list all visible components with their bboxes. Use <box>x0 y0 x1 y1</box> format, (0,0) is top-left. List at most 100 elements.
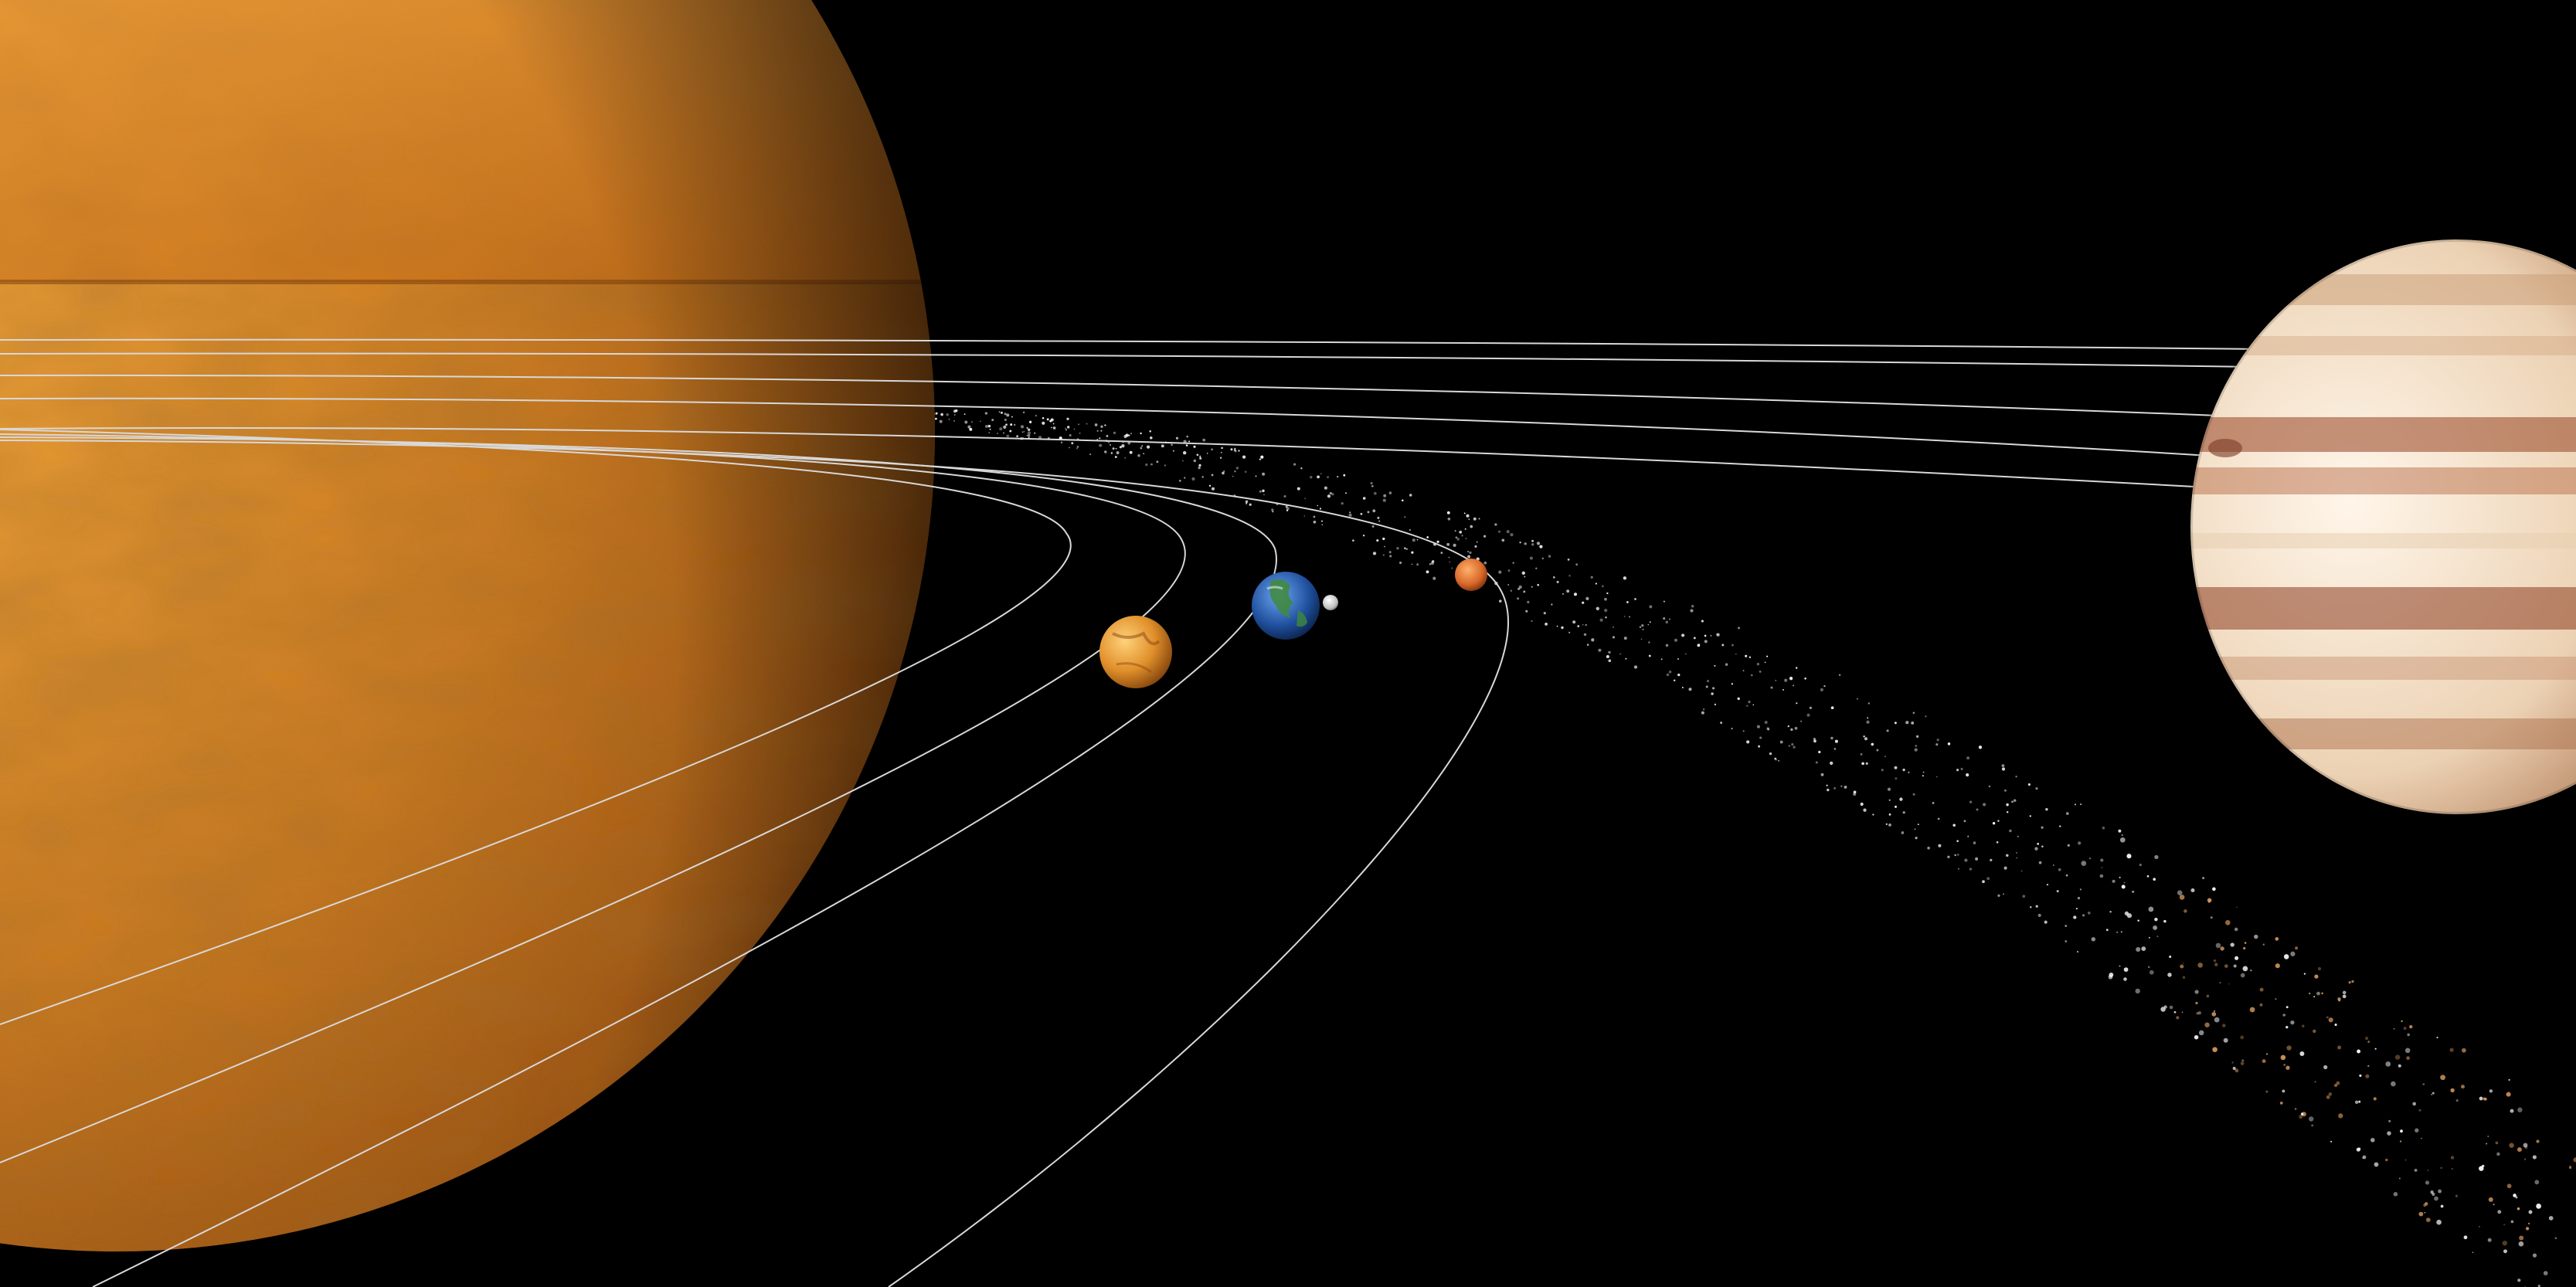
asteroid-dot <box>2206 994 2210 998</box>
asteroid-dot <box>1076 446 1079 448</box>
asteroid-dot <box>1376 539 1379 542</box>
asteroid-dot <box>1411 551 1414 554</box>
asteroid-dot <box>2214 963 2218 966</box>
asteroid-dot <box>2506 1183 2512 1189</box>
asteroid-dot <box>2432 1092 2435 1095</box>
asteroid-dot <box>1935 776 1938 778</box>
asteroid-dot <box>1608 659 1612 663</box>
asteroid-dot <box>2214 1010 2216 1012</box>
asteroid-dot <box>2215 942 2221 949</box>
asteroid-dot <box>1649 605 1653 609</box>
asteroid-dot <box>1774 757 1776 760</box>
asteroid-dot <box>2102 827 2105 830</box>
asteroid-dot <box>1596 606 1599 610</box>
asteroid-dot <box>1914 748 1918 752</box>
asteroid-dot <box>1096 430 1099 432</box>
asteroid-dot <box>2234 1068 2239 1073</box>
asteroid-dot <box>2065 812 2069 815</box>
asteroid-dot <box>2176 1016 2180 1020</box>
asteroid-dot <box>2450 1156 2455 1160</box>
asteroid-dot <box>2506 1092 2511 1097</box>
asteroid-dot <box>1912 793 1915 796</box>
asteroid-dot <box>2212 1047 2217 1052</box>
asteroid-dot <box>2173 1010 2177 1014</box>
asteroid-dot <box>2523 1143 2528 1148</box>
asteroid-dot <box>2337 1045 2342 1050</box>
asteroid-dot <box>1073 428 1076 430</box>
asteroid-dot <box>953 409 957 413</box>
asteroid-dot <box>2135 988 2140 994</box>
asteroid-dot <box>2195 1001 2198 1005</box>
asteroid-dot <box>2208 902 2210 903</box>
asteroid-dot <box>1677 657 1680 660</box>
asteroid-dot <box>1259 458 1262 460</box>
orbit-line <box>0 426 2195 487</box>
asteroid-dot <box>1986 877 1990 881</box>
asteroid-dot <box>2412 1102 2417 1106</box>
asteroid-dot <box>1467 551 1469 552</box>
asteroid-dot <box>2515 1196 2518 1199</box>
asteroid-dot <box>1625 657 1627 660</box>
asteroid-dot <box>2348 981 2351 984</box>
asteroid-dot <box>1245 500 1249 504</box>
asteroid-dot <box>1551 603 1553 606</box>
asteroid-dot <box>1737 627 1741 630</box>
asteroid-dot <box>2415 1128 2419 1132</box>
asteroid-dot <box>1003 432 1004 434</box>
asteroid-dot <box>1470 525 1473 528</box>
asteroid-dot <box>2385 1061 2391 1067</box>
asteroid-dot <box>1467 555 1471 559</box>
asteroid-dot <box>1124 457 1127 459</box>
asteroid-dot <box>1186 435 1189 438</box>
asteroid-dot <box>1704 634 1707 637</box>
asteroid-dot <box>2393 1192 2398 1197</box>
asteroid-dot <box>953 414 956 416</box>
asteroid-dot <box>1129 450 1133 454</box>
asteroid-dot <box>1642 629 1644 630</box>
asteroid-dot <box>1259 490 1262 493</box>
asteroid-dot <box>2038 861 2042 864</box>
asteroid-dot <box>1079 432 1081 434</box>
asteroid-dot <box>1633 665 1638 669</box>
asteroid-dot <box>1884 756 1886 758</box>
asteroid-dot <box>2210 916 2213 919</box>
asteroid-dot <box>1220 451 1222 453</box>
asteroid-dot <box>2495 1141 2499 1145</box>
asteroid-dot <box>1725 663 1728 666</box>
asteroid-dot <box>1853 792 1857 796</box>
asteroid-dot <box>1310 475 1313 479</box>
asteroid-dot <box>984 412 988 415</box>
asteroid-dot <box>2450 1088 2455 1093</box>
asteroid-dot <box>2196 1011 2200 1015</box>
asteroid-dot <box>1885 823 1888 826</box>
asteroid-dot <box>1211 448 1213 450</box>
asteroid-dot <box>2362 1155 2367 1160</box>
asteroid-dot <box>1060 441 1063 444</box>
asteroid-dot <box>1649 621 1651 623</box>
asteroid-dot <box>2136 946 2141 953</box>
asteroid-dot <box>1416 538 1419 541</box>
asteroid-dot <box>2109 972 2114 977</box>
asteroid-dot <box>2163 919 2166 923</box>
asteroid-dot <box>1537 583 1540 586</box>
asteroid-dot <box>1665 644 1669 647</box>
asteroid-dot <box>2436 1219 2442 1225</box>
asteroid-dot <box>1222 471 1225 475</box>
asteroid-dot <box>1690 609 1694 613</box>
asteroid-dot <box>2409 1024 2413 1029</box>
asteroid-dot <box>1459 530 1463 534</box>
asteroid-dot <box>2573 1157 2576 1163</box>
asteroid-dot <box>2119 837 2126 843</box>
asteroid-dot <box>1983 803 1986 806</box>
asteroid-dot <box>1608 650 1611 654</box>
asteroid-dot <box>1523 590 1526 593</box>
asteroid-dot <box>1341 502 1344 505</box>
asteroid-dot <box>1303 515 1306 517</box>
asteroid-dot <box>2190 888 2195 893</box>
asteroid-dot <box>2244 942 2247 944</box>
asteroid-dot <box>1027 431 1031 435</box>
asteroid-dot <box>1483 535 1487 538</box>
asteroid-dot <box>1521 571 1525 575</box>
asteroid-dot <box>2406 1056 2410 1060</box>
asteroid-dot <box>1198 464 1201 467</box>
